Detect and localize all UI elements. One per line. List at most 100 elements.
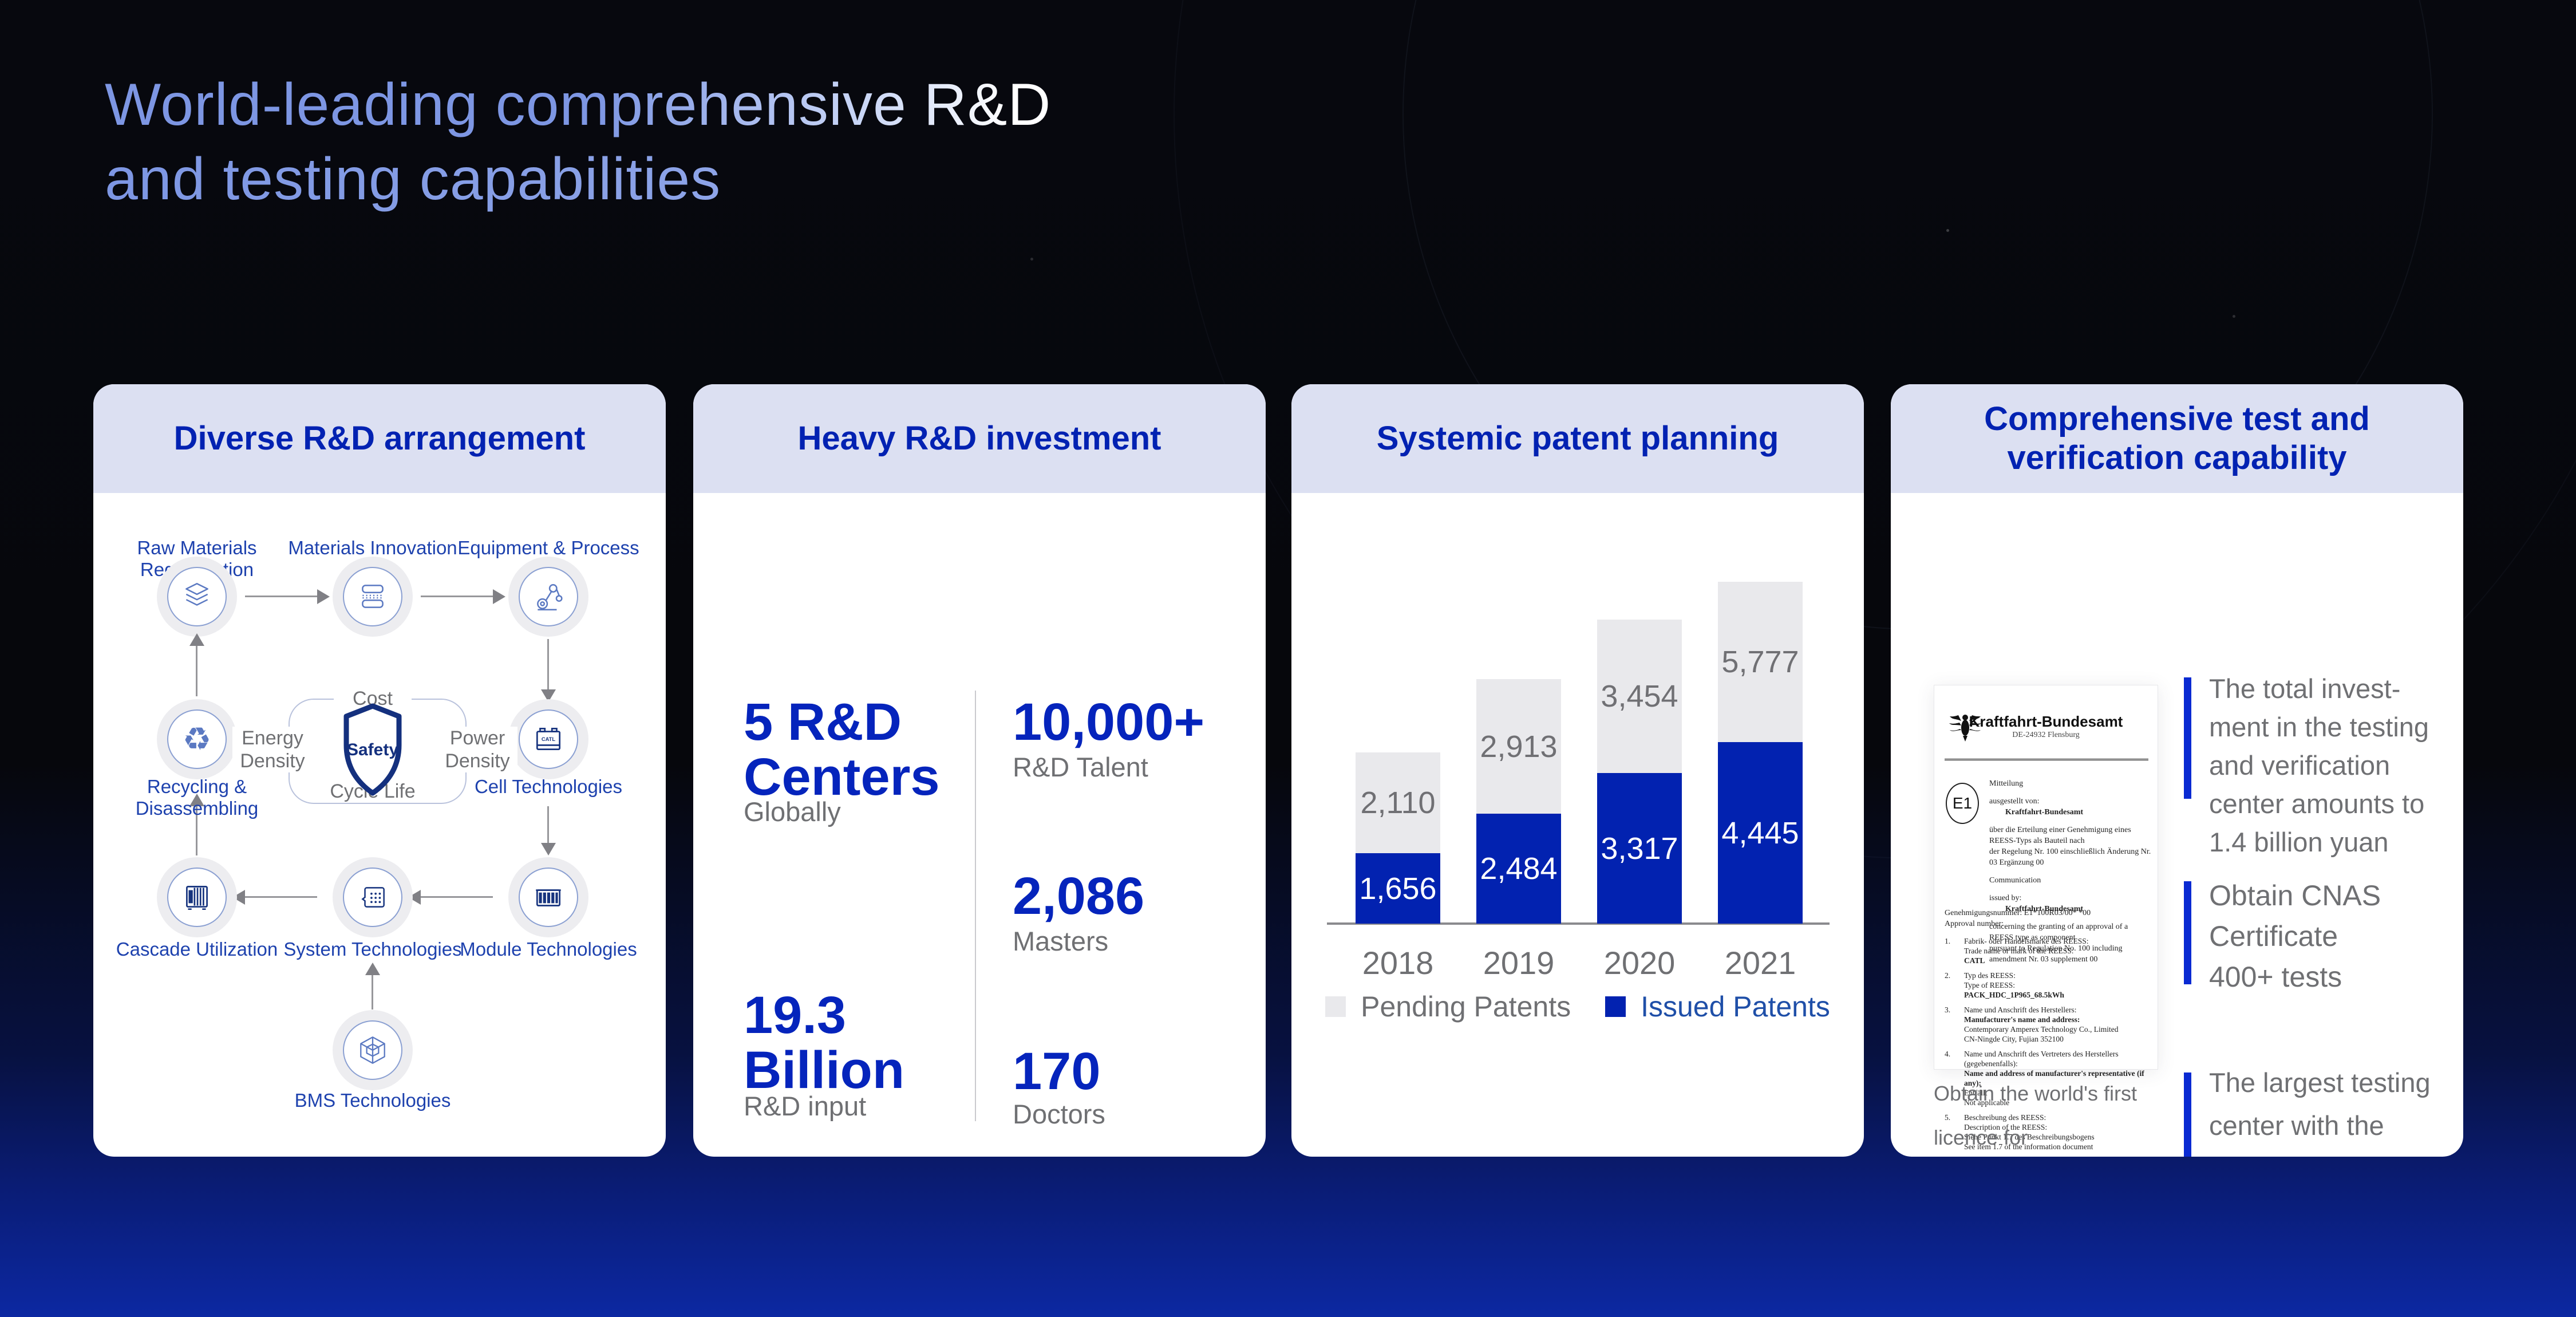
card-rd-investment-title: Heavy R&D investment bbox=[797, 420, 1161, 457]
certificate-authority: Kraftfahrt-Bundesamt bbox=[1969, 713, 2123, 730]
node-cascade-utilization bbox=[157, 857, 237, 937]
node-label-equipment-process: Equipment & Process bbox=[457, 537, 639, 558]
investment-amount-text: The total invest-ment in the testing and … bbox=[2209, 673, 2429, 857]
page-title-line1: World-leading comprehensive R&D bbox=[105, 68, 1051, 142]
stacked-bar-2018: 2,110 1,656 bbox=[1356, 752, 1440, 924]
arrow-line bbox=[245, 896, 317, 898]
node-label-materials-innovation: Materials Innovation bbox=[288, 537, 457, 558]
arrow-line bbox=[421, 896, 493, 898]
issued-segment: 2,484 bbox=[1476, 814, 1561, 924]
certificate-authority-address: DE-24932 Flensburg bbox=[2012, 731, 2080, 739]
stat-doctors-label: Doctors bbox=[1013, 1099, 1105, 1129]
card-rd-investment-header: Heavy R&D investment bbox=[693, 384, 1266, 493]
battery-cell-icon: CATL bbox=[536, 728, 561, 750]
rd-investment-stats: 5 R&D Centers Globally 19.3 Billion R&D … bbox=[693, 493, 1266, 1157]
certificate-item: 5. Beschreibung des REESS: Description of … bbox=[1945, 1113, 2095, 1151]
arrow-right-icon bbox=[317, 589, 330, 604]
card-test-verification-title-line2: verification capability bbox=[2007, 439, 2347, 476]
legend-label-issued: Issued Patents bbox=[1641, 991, 1830, 1023]
certificate-rule bbox=[1945, 759, 2148, 760]
node-materials-innovation bbox=[333, 557, 413, 637]
recycle-icon: ♻ bbox=[182, 721, 212, 757]
pending-segment: 2,913 bbox=[1476, 679, 1561, 814]
x-tick-2021: 2021 bbox=[1724, 945, 1796, 981]
certificate-en-paragraph: concerning the granting of an approval o… bbox=[1989, 922, 2128, 964]
page-title-line2: and testing capabilities bbox=[105, 142, 1051, 216]
arrow-line bbox=[372, 975, 373, 1010]
card-rd-arrangement: Diverse R&D arrangement Raw Materials Re… bbox=[93, 384, 666, 1157]
x-tick-2019: 2019 bbox=[1483, 945, 1555, 981]
certificate-approval-number: Genehmigungsnummer: E1*100R03/00* *00 Ap… bbox=[1945, 909, 2091, 928]
pending-segment: 2,110 bbox=[1356, 752, 1440, 853]
certificate-item: 4. Name und Anschrift des Vertreters des … bbox=[1945, 1050, 2144, 1107]
cascade-cabinet-icon bbox=[186, 886, 208, 910]
stat-doctors-value: 170 bbox=[1013, 1042, 1101, 1101]
patents-stacked-bar-chart: Pending Patents Issued Patents 2,110 1,65… bbox=[1291, 493, 1864, 1157]
certificate-item: 2. Typ des REESS: Type of REESS: PACK_HDC_1… bbox=[1945, 971, 2064, 999]
target-label-energy-density: Energy Density bbox=[232, 727, 313, 772]
card-patent-planning: Systemic patent planning Pending Patents… bbox=[1291, 384, 1864, 1157]
arrow-up-icon bbox=[189, 633, 204, 646]
arrow-down-icon bbox=[541, 689, 556, 702]
accent-bar bbox=[2184, 677, 2191, 799]
stat-centers-label: Globally bbox=[744, 796, 841, 827]
stat-masters-label: Masters bbox=[1013, 926, 1109, 956]
arrow-right-icon bbox=[493, 589, 505, 604]
cnas-certificate-text: Obtain CNAS Certificate 400+ tests bbox=[2209, 880, 2381, 993]
stat-talent-label: R&D Talent bbox=[1013, 752, 1148, 782]
material-stack-icon bbox=[362, 585, 384, 608]
arrow-line bbox=[196, 806, 197, 855]
node-module-technologies bbox=[508, 857, 588, 937]
node-cell-technologies: CATL bbox=[508, 699, 588, 779]
ece-licence-text: Obtain the world's first licence forECE … bbox=[1934, 1082, 2138, 1149]
legend-label-pending: Pending Patents bbox=[1361, 991, 1571, 1023]
stat-centers-value: 5 R&D Centers bbox=[744, 693, 940, 806]
chart-legend: Pending Patents Issued Patents bbox=[1291, 990, 1864, 1023]
accent-bar bbox=[2184, 881, 2191, 984]
node-label-system: System Technologies bbox=[283, 939, 462, 960]
card-rd-investment: Heavy R&D investment 5 R&D Centers Globa… bbox=[693, 384, 1266, 1157]
e1-mark: E1 bbox=[1946, 783, 1979, 824]
x-tick-2020: 2020 bbox=[1603, 945, 1676, 981]
safety-shield-icon: Safety bbox=[343, 703, 402, 796]
star-dots-decoration bbox=[343, 172, 346, 175]
node-label-cell-technologies: Cell Technologies bbox=[474, 776, 623, 797]
federal-eagle-icon bbox=[1949, 715, 1981, 742]
svg-text:Safety: Safety bbox=[347, 740, 398, 759]
card-test-verification-header: Comprehensive test and verification capa… bbox=[1891, 384, 2463, 493]
stacked-bar-2019: 2,913 2,484 bbox=[1476, 679, 1561, 924]
card-patent-planning-header: Systemic patent planning bbox=[1291, 384, 1864, 493]
x-tick-2018: 2018 bbox=[1362, 945, 1434, 981]
certificate-item: 3. Name und Anschrift des Herstellers: Man… bbox=[1945, 1006, 2119, 1043]
page-title: World-leading comprehensive R&D and test… bbox=[105, 68, 1051, 216]
issued-segment: 3,317 bbox=[1597, 773, 1682, 924]
bms-cube-icon bbox=[360, 1036, 385, 1064]
legend-swatch-pending bbox=[1325, 996, 1346, 1017]
layers-icon bbox=[185, 582, 208, 606]
card-rd-arrangement-title: Diverse R&D arrangement bbox=[173, 420, 586, 457]
arrow-up-icon bbox=[365, 963, 380, 975]
stat-talent-value: 10,000+ bbox=[1013, 693, 1205, 751]
node-system-technologies bbox=[333, 857, 413, 937]
certificate-head: Kraftfahrt-Bundesamt DE-24932 Flensburg bbox=[1934, 713, 2158, 740]
node-label-recycling: Recycling & Disassembling bbox=[135, 776, 259, 819]
issued-segment: 1,656 bbox=[1356, 853, 1440, 924]
stat-input-label: R&D input bbox=[744, 1091, 867, 1121]
arrow-line bbox=[245, 596, 317, 597]
legend-item-pending: Pending Patents bbox=[1325, 990, 1571, 1023]
target-label-power-density: Power Density bbox=[437, 727, 517, 772]
node-recycling: ♻ bbox=[157, 699, 237, 779]
node-label-bms: BMS Technologies bbox=[294, 1090, 451, 1111]
node-bms-technologies bbox=[333, 1010, 413, 1090]
card-rd-arrangement-header: Diverse R&D arrangement bbox=[93, 384, 666, 493]
certificate-de-paragraph: über die Erteilung einer Genehmigung ein… bbox=[1989, 826, 2151, 867]
kba-certificate: Kraftfahrt-Bundesamt DE-24932 Flensburg … bbox=[1934, 685, 2158, 1151]
stacked-bar-2021: 5,777 4,445 bbox=[1718, 582, 1803, 924]
arrow-up-icon bbox=[189, 794, 204, 806]
stat-input-value: 19.3 Billion bbox=[744, 986, 905, 1099]
card-test-verification-title-line1: Comprehensive test and bbox=[1984, 400, 2370, 437]
issued-segment: 4,445 bbox=[1718, 742, 1803, 924]
pending-segment: 5,777 bbox=[1718, 582, 1803, 742]
certificate-item: 1. Fabrik- oder Handelsmarke des REESS: Tr… bbox=[1945, 937, 2089, 965]
target-label-cycle-life: Cycle Life bbox=[321, 780, 424, 803]
